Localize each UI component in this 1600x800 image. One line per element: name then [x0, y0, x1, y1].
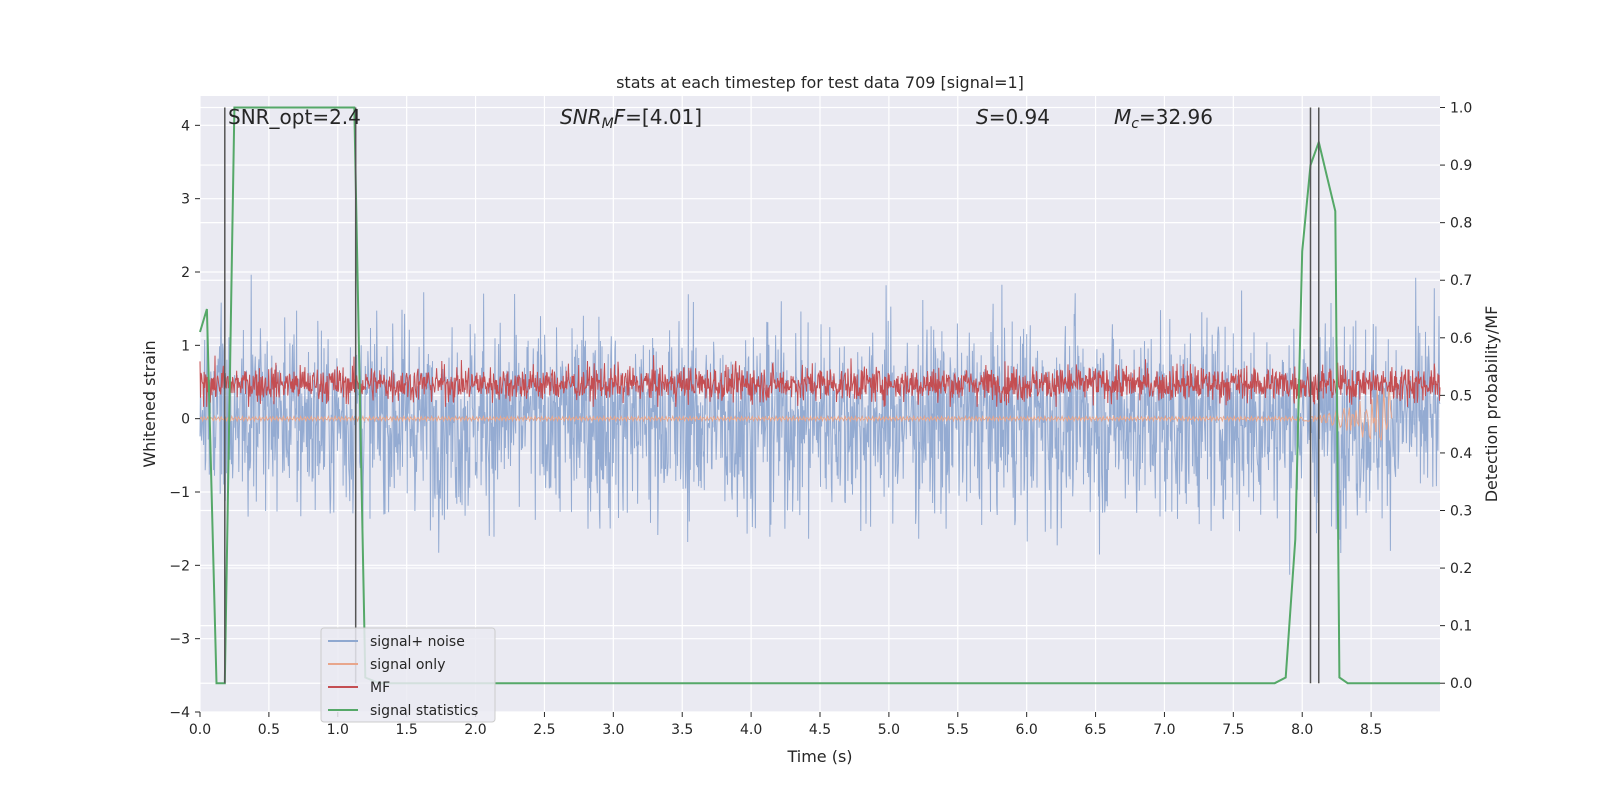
annotation-s-value: =0.94 — [989, 105, 1050, 129]
y2-axis-ticks: 1.0 0.9 0.8 0.7 0.6 0.5 0.4 0.3 0.2 0.1 0.0 — [1440, 101, 1472, 692]
series-signal-noise — [199, 274, 1441, 575]
series-mf — [199, 355, 1441, 407]
y2-tick-label: 0.5 — [1450, 388, 1472, 404]
x-tick-label: 2.5 — [533, 722, 555, 738]
x-tick-label: 0.5 — [258, 722, 280, 738]
legend-label-signal-statistics: signal statistics — [370, 703, 478, 719]
x-tick-label: 6.0 — [1016, 722, 1038, 738]
y2-tick-label: 0.2 — [1450, 561, 1472, 577]
x-tick-label: 4.0 — [740, 722, 762, 738]
series-signal-only — [199, 381, 1393, 441]
annotation-mc-sub: c — [1131, 116, 1139, 132]
x-tick-label: 1.0 — [327, 722, 349, 738]
y-tick-label: 2 — [181, 265, 190, 281]
x-tick-label: 3.5 — [671, 722, 693, 738]
annotation-snr-mf: SNRMF=[4.01] — [560, 105, 702, 132]
y2-tick-label: 1.0 — [1450, 101, 1472, 117]
y2-tick-label: 0.0 — [1450, 676, 1472, 692]
annotation-snr-mf-prefix: SNR — [560, 105, 602, 129]
annotation-mc-value: =32.96 — [1139, 105, 1213, 129]
x-tick-label: 7.0 — [1153, 722, 1175, 738]
x-tick-label: 2.0 — [464, 722, 486, 738]
y2-tick-label: 0.6 — [1450, 331, 1472, 347]
series-line-signal-only — [199, 381, 1393, 441]
series-line-signal-noise — [199, 274, 1441, 575]
annotation-s: S=0.94 — [976, 105, 1050, 129]
y2-axis-label: Detection probability/MF — [1482, 306, 1501, 503]
x-tick-label: 3.0 — [602, 722, 624, 738]
legend-label-signal-noise: signal+ noise — [370, 634, 465, 650]
y-tick-label: −3 — [169, 632, 190, 648]
x-tick-label: 6.5 — [1084, 722, 1106, 738]
y-tick-label: −4 — [169, 705, 190, 721]
x-tick-label: 5.5 — [947, 722, 969, 738]
x-axis-label: Time (s) — [786, 747, 852, 766]
y2-tick-label: 0.4 — [1450, 446, 1472, 462]
annotation-snr-mf-sub: M — [602, 116, 614, 132]
y2-tick-label: 0.1 — [1450, 619, 1472, 635]
legend-label-mf: MF — [370, 680, 390, 696]
x-tick-label: 7.5 — [1222, 722, 1244, 738]
legend: signal+ noise signal only MF signal stat… — [320, 627, 496, 723]
annotation-mc-symbol: M — [1114, 105, 1131, 129]
x-tick-label: 8.5 — [1360, 722, 1382, 738]
y-tick-label: 4 — [181, 118, 190, 134]
chart-title: stats at each timestep for test data 709… — [616, 73, 1024, 92]
x-tick-label: 5.0 — [878, 722, 900, 738]
x-tick-label: 4.5 — [809, 722, 831, 738]
y-tick-label: −2 — [169, 558, 190, 574]
annotation-mc: Mc=32.96 — [1114, 105, 1213, 132]
annotation-snr-mf-suffix: F — [614, 105, 626, 129]
x-tick-label: 1.5 — [396, 722, 418, 738]
series-line-signal-statistics — [199, 106, 1440, 685]
series-line-mf — [199, 355, 1441, 407]
y-axis-label: Whitened strain — [140, 340, 159, 467]
annotation-snr-opt: SNR_opt=2.4 — [228, 105, 361, 129]
vertical-markers — [224, 107, 1320, 684]
y-tick-label: 0 — [181, 412, 190, 428]
y2-tick-label: 0.9 — [1450, 158, 1472, 174]
y2-tick-label: 0.8 — [1450, 216, 1472, 232]
y2-tick-label: 0.7 — [1450, 273, 1472, 289]
legend-box — [320, 627, 496, 723]
x-tick-label: 8.0 — [1291, 722, 1313, 738]
y2-tick-label: 0.3 — [1450, 504, 1472, 520]
series-signal-statistics — [199, 106, 1440, 685]
y-tick-label: −1 — [169, 485, 190, 501]
y-axis-ticks: 4 3 2 1 0 −1 −2 −3 −4 — [169, 118, 200, 721]
x-axis-ticks: 0.0 0.5 1.0 1.5 2.0 2.5 3.0 3.5 4.0 4.5 5.0 5.5 6.0 6… — [189, 712, 1382, 738]
y-tick-label: 1 — [181, 338, 190, 354]
legend-label-signal-only: signal only — [370, 657, 445, 673]
annotation-snr-mf-value: =[4.01] — [625, 105, 702, 129]
annotation-s-symbol: S — [976, 105, 989, 129]
y-tick-label: 3 — [181, 192, 190, 208]
x-tick-label: 0.0 — [189, 722, 211, 738]
